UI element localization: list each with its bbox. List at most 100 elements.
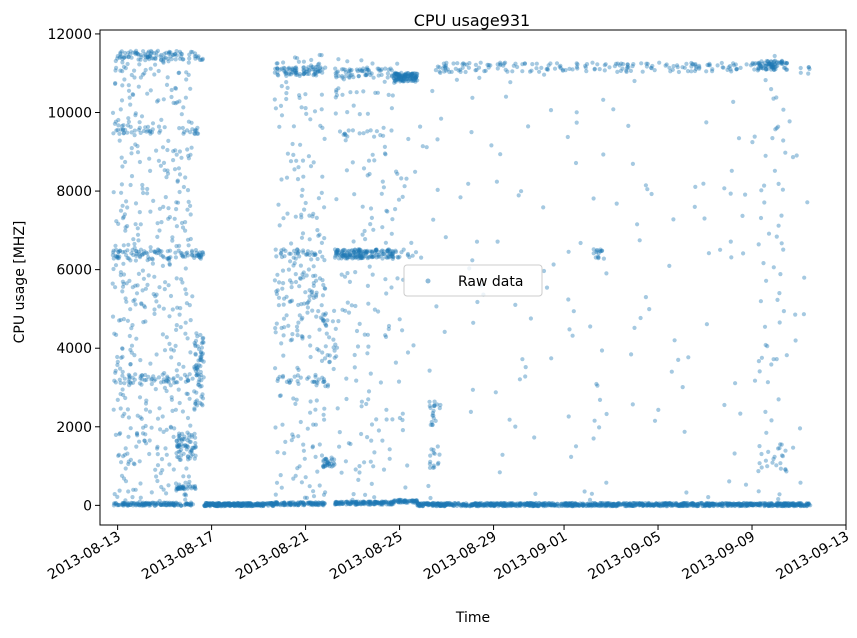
data-point	[315, 501, 320, 506]
data-point	[717, 502, 722, 507]
data-point	[291, 124, 296, 129]
data-point	[601, 256, 607, 261]
data-point	[335, 249, 340, 254]
data-point	[352, 247, 357, 252]
data-point	[145, 282, 150, 287]
data-point	[175, 444, 180, 449]
data-point	[372, 450, 377, 455]
data-point	[334, 250, 339, 255]
data-point	[749, 502, 754, 507]
data-point	[148, 245, 153, 250]
data-point	[261, 501, 267, 506]
data-point	[614, 504, 619, 509]
data-point	[641, 502, 646, 507]
data-point	[117, 254, 122, 259]
data-point	[166, 51, 171, 56]
data-point	[282, 500, 287, 505]
data-point	[309, 63, 314, 68]
data-point	[305, 305, 310, 310]
data-point	[524, 502, 529, 508]
data-point	[130, 323, 135, 328]
data-point	[386, 326, 391, 332]
data-point	[210, 502, 215, 507]
data-point	[438, 402, 443, 408]
data-point	[224, 501, 229, 506]
data-point	[629, 503, 634, 508]
data-point	[295, 177, 301, 182]
data-point	[353, 303, 358, 309]
data-point	[402, 76, 407, 82]
data-point	[389, 501, 394, 507]
data-point	[609, 502, 614, 507]
data-point	[212, 503, 217, 508]
data-point	[317, 69, 322, 74]
data-point	[145, 251, 150, 256]
data-point	[798, 480, 803, 485]
data-point	[546, 503, 551, 508]
data-point	[334, 345, 340, 350]
data-point	[317, 442, 322, 447]
data-point	[593, 255, 598, 260]
data-point	[155, 444, 160, 449]
data-point	[393, 71, 398, 76]
data-point	[750, 62, 755, 67]
data-point	[258, 503, 263, 508]
data-point	[356, 250, 361, 255]
data-point	[180, 486, 185, 491]
data-point	[433, 418, 438, 423]
data-point	[397, 72, 402, 77]
data-point	[346, 441, 351, 446]
data-point	[394, 71, 399, 76]
data-point	[771, 456, 776, 462]
data-point	[333, 500, 338, 505]
data-point	[120, 500, 126, 506]
data-point	[478, 503, 483, 508]
data-point	[389, 106, 394, 111]
data-point	[396, 497, 401, 503]
data-point	[323, 311, 328, 316]
data-point	[397, 77, 402, 82]
data-point	[779, 503, 785, 508]
data-point	[364, 67, 369, 72]
data-point	[432, 451, 437, 456]
data-point	[181, 486, 186, 491]
data-point	[118, 270, 123, 275]
data-point	[198, 256, 203, 261]
data-point	[226, 502, 231, 507]
data-point	[201, 375, 206, 380]
data-point	[778, 501, 784, 507]
data-point	[357, 67, 362, 72]
data-point	[181, 444, 186, 449]
data-point	[164, 335, 169, 340]
data-point	[764, 278, 769, 283]
data-point	[502, 503, 507, 508]
data-point	[333, 500, 338, 505]
data-point	[557, 504, 562, 509]
data-point	[415, 500, 420, 506]
data-point	[731, 99, 736, 104]
data-point	[128, 49, 133, 54]
data-point	[711, 503, 716, 509]
data-point	[332, 348, 337, 353]
data-point	[248, 502, 254, 507]
data-point	[671, 217, 676, 222]
data-point	[165, 256, 170, 261]
data-point	[203, 503, 208, 508]
data-point	[192, 365, 197, 370]
data-point	[323, 456, 328, 461]
data-point	[230, 502, 235, 507]
data-point	[127, 52, 132, 57]
data-point	[259, 504, 264, 509]
data-point	[472, 501, 478, 506]
data-point	[573, 501, 578, 506]
data-point	[135, 283, 140, 288]
data-point	[323, 65, 328, 70]
data-point	[381, 125, 386, 130]
data-point	[282, 451, 287, 456]
data-point	[777, 502, 782, 507]
data-point	[435, 137, 440, 142]
data-point	[445, 502, 450, 507]
data-point	[174, 323, 179, 328]
data-point	[157, 206, 162, 211]
data-point	[212, 502, 217, 507]
